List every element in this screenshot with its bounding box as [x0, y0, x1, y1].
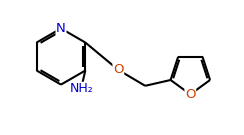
Text: NH₂: NH₂ — [70, 82, 93, 95]
Text: N: N — [56, 22, 66, 35]
Text: O: O — [185, 88, 196, 101]
Text: O: O — [113, 63, 124, 76]
